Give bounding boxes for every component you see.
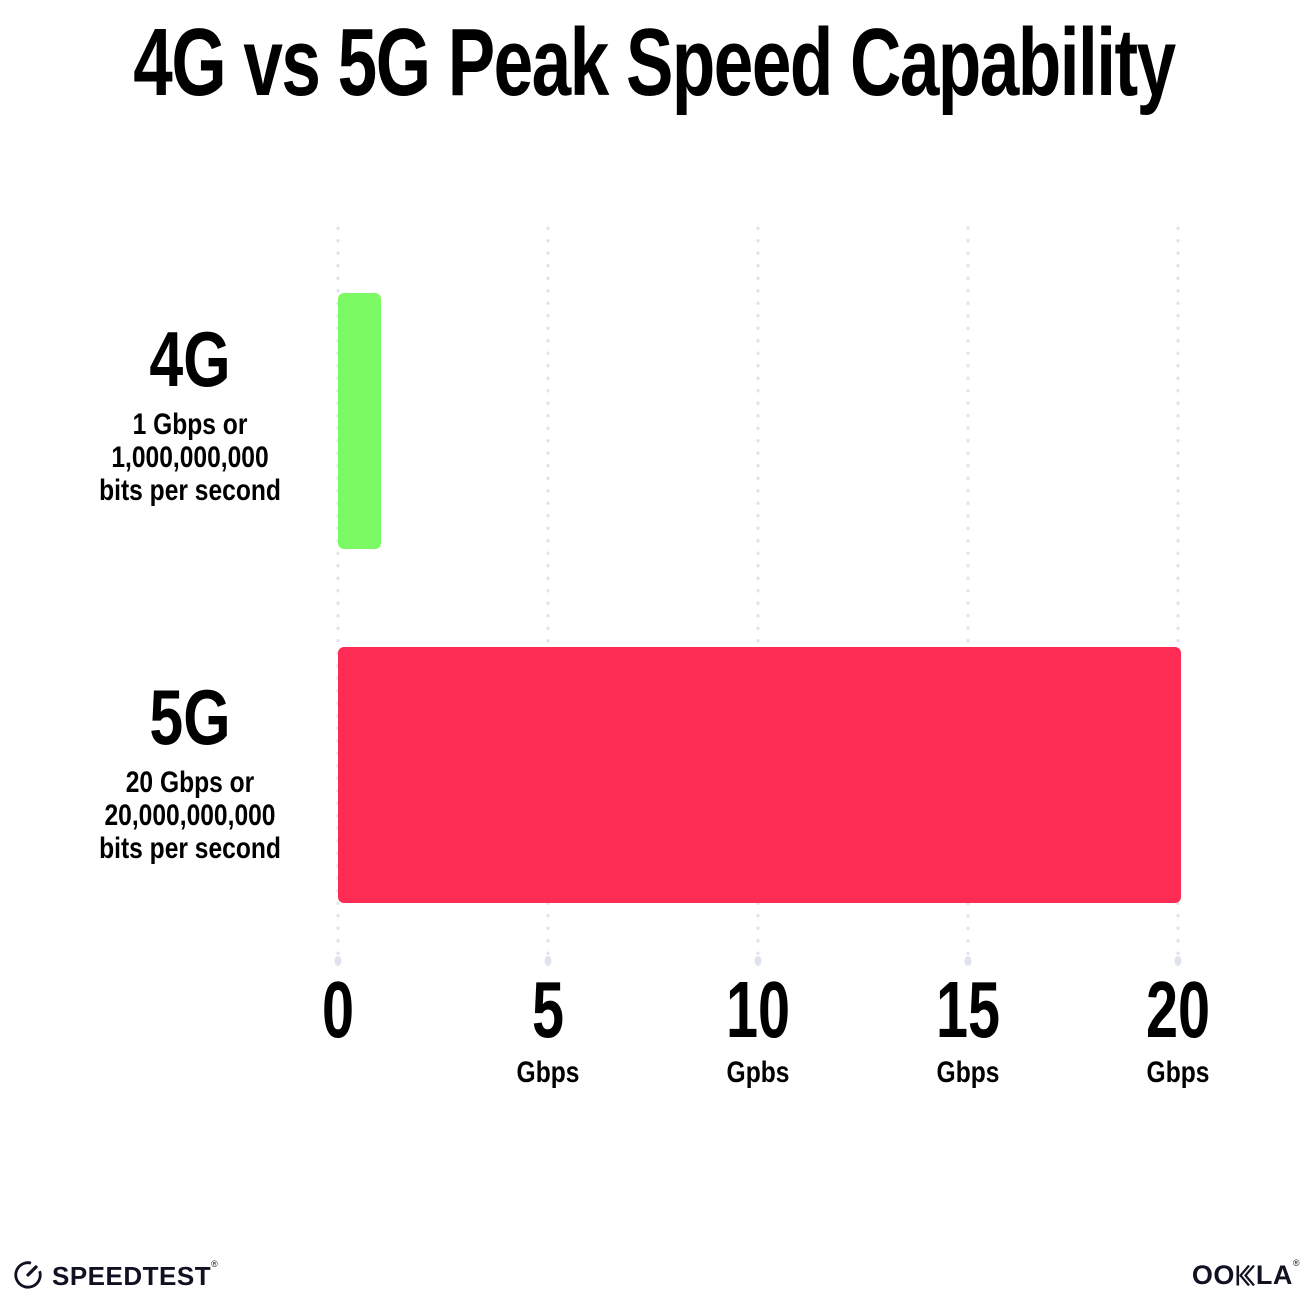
category-name-5g: 5G: [149, 673, 231, 761]
sublabel-line: 1,000,000,000: [111, 441, 269, 474]
tick-value: 10: [725, 965, 791, 1054]
tick-unit: Gbps: [516, 1056, 580, 1089]
sublabel-line: 1 Gbps or: [132, 408, 248, 441]
x-axis-tick-10: 10 Gpbs: [648, 970, 868, 1090]
x-axis-tick-0: 0: [228, 970, 448, 1050]
category-label-4g: 4G 1 Gbps or 1,000,000,000 bits per seco…: [30, 320, 350, 507]
category-sublabel-4g: 1 Gbps or 1,000,000,000 bits per second: [30, 408, 350, 507]
speedtest-gauge-icon: [12, 1258, 44, 1295]
sublabel-line: 20 Gbps or: [125, 766, 255, 799]
gridline-15-gbps: [966, 222, 970, 958]
speedtest-logo: SPEEDTEST®: [12, 1258, 218, 1295]
tick-value: 20: [1145, 965, 1211, 1054]
category-name-4g: 4G: [149, 315, 231, 403]
chart-title: 4G vs 5G Peak Speed Capability: [133, 9, 1176, 116]
sublabel-line: bits per second: [99, 832, 281, 865]
speedtest-wordmark: SPEEDTEST®: [52, 1259, 219, 1291]
sublabel-line: 20,000,000,000: [104, 799, 276, 832]
speedtest-trademark: ®: [211, 1259, 219, 1269]
tick-value: 5: [531, 965, 565, 1054]
gridline-0-gbps: [336, 222, 340, 958]
tick-unit: Gbps: [1146, 1056, 1210, 1089]
gridline-5-gbps: [546, 222, 550, 958]
category-sublabel-5g: 20 Gbps or 20,000,000,000 bits per secon…: [30, 766, 350, 865]
ookla-logo: OO LA®: [1191, 1258, 1300, 1291]
category-label-5g: 5G 20 Gbps or 20,000,000,000 bits per se…: [30, 678, 350, 865]
bar-5g: [338, 647, 1181, 903]
ookla-wordmark-left: OO: [1191, 1260, 1235, 1290]
gridline-10-gbps: [756, 222, 760, 958]
x-axis-tick-5: 5 Gbps: [438, 970, 658, 1090]
x-axis-tick-20: 20 Gbps: [1068, 970, 1288, 1090]
ookla-trademark: ®: [1292, 1258, 1300, 1268]
tick-unit: Gpbs: [726, 1056, 790, 1089]
ookla-k-icon: [1235, 1265, 1256, 1286]
tick-value: 0: [321, 965, 355, 1054]
sublabel-line: bits per second: [99, 474, 281, 507]
tick-value: 15: [935, 965, 1001, 1054]
ookla-wordmark-right: LA®: [1255, 1258, 1300, 1290]
gridline-20-gbps: [1176, 222, 1180, 958]
x-axis-tick-15: 15 Gbps: [858, 970, 1078, 1090]
bar-4g: [338, 293, 381, 549]
tick-unit: Gbps: [936, 1056, 1000, 1089]
